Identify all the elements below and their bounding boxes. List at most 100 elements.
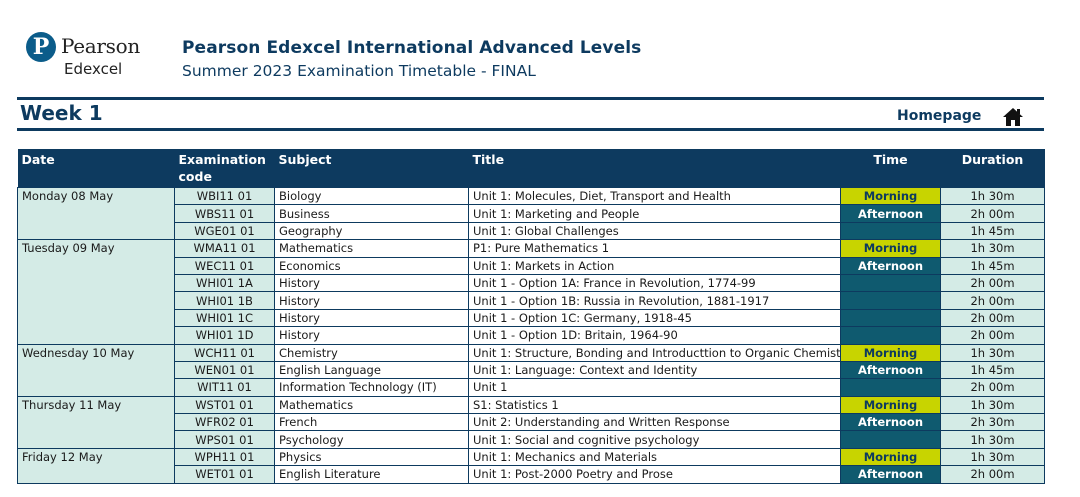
subject-cell: Psychology [274,430,469,449]
subject-cell: Economics [274,256,469,275]
date-cell: Thursday 11 May [17,395,175,449]
duration-cell: 2h 00m [940,465,1045,484]
exam-code-cell: WGE01 01 [174,221,275,241]
time-cell: Afternoon [840,465,941,484]
time-cell: Morning [840,447,941,467]
time-cell [840,308,941,328]
duration-cell: 1h 45m [940,360,1045,380]
duration-cell: 1h 30m [940,447,1045,467]
title-cell: Unit 1: Global Challenges [468,221,841,241]
time-cell [840,378,941,397]
duration-cell: 1h 30m [940,430,1045,449]
time-cell: Morning [840,239,941,258]
header-subject: Subject [274,149,469,188]
exam-code-cell: WHI01 1A [174,273,275,293]
table-row: Thursday 11 May WST01 01 Mathematics S1: St… [17,395,1045,449]
header-title: Title [468,149,841,188]
table-row: WET01 01 English Literature Unit 1: Post-2… [18,465,1045,484]
divider-top [17,97,1044,100]
table-row: WFR02 01 French Unit 2: Understanding and … [18,413,1045,432]
exam-code-cell: WST01 01 [174,395,275,415]
title-cell: Unit 2: Understanding and Written Respon… [468,413,841,432]
subject-cell: Mathematics [274,239,469,258]
time-cell: Morning [840,395,941,415]
exam-code-cell: WEN01 01 [174,360,275,380]
table-row: Tuesday 09 May WMA11 01 Mathematics P1: Pur… [17,239,1045,345]
time-cell [840,221,941,241]
table-row: Wednesday 10 May WCH11 01 Chemistry Unit 1:… [17,343,1045,397]
table-header-row: Date Examination code Subject Title Time… [17,149,1045,188]
title-cell: Unit 1 - Option 1A: France in Revolution… [468,273,841,293]
exam-code-cell: WMA11 01 [174,239,275,258]
exam-code-cell: WBI11 01 [174,186,275,206]
duration-cell: 2h 00m [940,204,1045,223]
subject-cell: History [274,291,469,310]
time-cell: Morning [840,186,941,206]
exam-code-cell: WHI01 1C [174,308,275,328]
week-title: Week 1 [20,101,103,125]
exam-code-cell: WFR02 01 [174,413,275,432]
duration-cell: 1h 45m [940,221,1045,241]
subject-cell: Chemistry [274,343,469,362]
page-subtitle: Summer 2023 Examination Timetable - FINA… [182,62,536,80]
title-cell: S1: Statistics 1 [468,395,841,415]
exam-code-cell: WEC11 01 [174,256,275,275]
time-cell: Afternoon [840,413,941,432]
title-cell: Unit 1: Mechanics and Materials [468,447,841,467]
title-cell: Unit 1: Social and cognitive psychology [468,430,841,449]
title-cell: Unit 1: Markets in Action [468,256,841,275]
time-cell [840,273,941,293]
title-cell: P1: Pure Mathematics 1 [468,239,841,258]
time-cell: Afternoon [840,204,941,223]
subject-cell: History [274,273,469,293]
title-cell: Unit 1: Structure, Bonding and Introduct… [468,343,841,362]
duration-cell: 1h 30m [940,343,1045,362]
duration-cell: 1h 30m [940,186,1045,206]
subject-cell: Geography [274,221,469,241]
subject-cell: Information Technology (IT) [274,378,469,397]
duration-cell: 2h 00m [940,308,1045,328]
date-cell: Tuesday 09 May [17,239,175,345]
title-cell: Unit 1: Language: Context and Identity [468,360,841,380]
pearson-p-icon: P [26,32,56,62]
homepage-link[interactable]: Homepage [897,108,982,124]
title-cell: Unit 1 [468,378,841,397]
table-row: WEN01 01 English Language Unit 1: Language… [18,360,1045,380]
exam-code-cell: WPS01 01 [174,430,275,449]
exam-code-cell: WHI01 1B [174,291,275,310]
exam-code-cell: WHI01 1D [174,326,275,345]
title-cell: Unit 1 - Option 1B: Russia in Revolution… [468,291,841,310]
home-icon[interactable] [1002,107,1024,127]
time-cell [840,326,941,345]
subject-cell: English Language [274,360,469,380]
time-cell [840,430,941,449]
date-cell: Monday 08 May [17,186,175,241]
table-row: WPS01 01 Psychology Unit 1: Social and cog… [18,430,1045,449]
time-cell: Afternoon [840,360,941,380]
subject-cell: French [274,413,469,432]
header-code: Examination code [174,149,275,188]
exam-code-cell: WET01 01 [174,465,275,484]
time-cell: Afternoon [840,256,941,275]
pearson-logo: P Pearson Edexcel [26,32,166,78]
timetable: Date Examination code Subject Title Time… [17,149,1045,484]
date-cell: Friday 12 May [17,447,175,484]
exam-code-cell: WBS11 01 [174,204,275,223]
subject-cell: English Literature [274,465,469,484]
subject-cell: History [274,326,469,345]
subject-cell: Business [274,204,469,223]
date-cell: Wednesday 10 May [17,343,175,397]
table-body: Monday 08 May WBI11 01 Biology Unit 1: Mole… [17,186,1045,484]
time-cell [840,291,941,310]
time-cell: Morning [840,343,941,362]
table-row: WHI01 1D History Unit 1 - Option 1D: Brita… [18,326,1045,345]
table-row: Monday 08 May WBI11 01 Biology Unit 1: Mole… [17,186,1045,241]
duration-cell: 2h 00m [940,378,1045,397]
page-title: Pearson Edexcel International Advanced L… [182,38,642,58]
subject-cell: Biology [274,186,469,206]
title-cell: Unit 1: Post-2000 Poetry and Prose [468,465,841,484]
subject-cell: Physics [274,447,469,467]
title-cell: Unit 1 - Option 1C: Germany, 1918-45 [468,308,841,328]
duration-cell: 2h 00m [940,273,1045,293]
duration-cell: 1h 45m [940,256,1045,275]
